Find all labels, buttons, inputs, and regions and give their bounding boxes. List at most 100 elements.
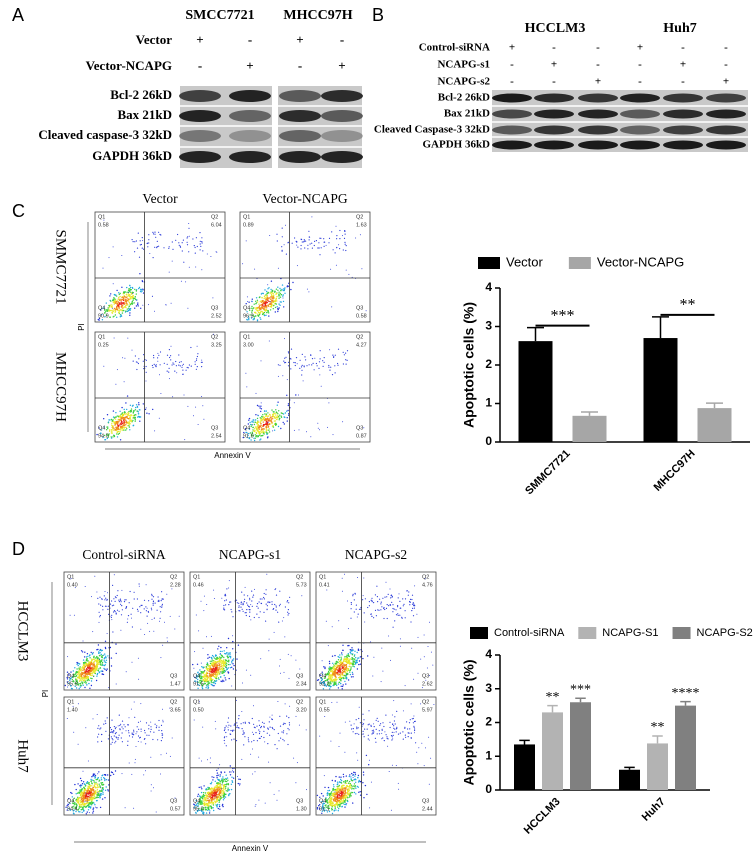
flow-event <box>370 641 371 642</box>
flow-event <box>412 604 413 605</box>
flow-event <box>80 686 81 687</box>
flow-event <box>331 674 332 675</box>
flow-event <box>146 413 147 414</box>
flow-event <box>260 426 261 427</box>
flow-event <box>127 415 128 416</box>
flow-event <box>100 795 101 796</box>
flow-event <box>127 300 128 301</box>
flow-event <box>98 780 99 781</box>
flow-event <box>213 777 214 778</box>
flow-event <box>214 681 215 682</box>
flow-event <box>116 290 117 291</box>
flow-event <box>102 673 103 674</box>
quadrant-name: Q1 <box>193 574 200 580</box>
flow-event <box>98 319 99 320</box>
flow-event <box>102 671 103 672</box>
flow-event <box>269 235 270 236</box>
flow-event <box>86 684 87 685</box>
flow-event <box>264 424 265 425</box>
flow-event <box>261 435 262 436</box>
flow-event <box>122 732 123 733</box>
flow-event <box>96 783 97 784</box>
flow-event <box>89 802 90 803</box>
flow-event <box>112 585 113 586</box>
flow-event <box>220 658 221 659</box>
flow-event <box>254 269 255 270</box>
flow-event <box>216 657 217 658</box>
flow-event <box>123 429 124 430</box>
flow-event <box>217 672 218 673</box>
flow-event <box>79 680 80 681</box>
flow-event <box>182 370 183 371</box>
flow-event <box>102 794 103 795</box>
flow-event <box>94 785 95 786</box>
flow-event <box>175 361 176 362</box>
flow-event <box>280 293 281 294</box>
flow-event <box>162 733 163 734</box>
flow-event <box>344 677 345 678</box>
flow-event <box>251 306 252 307</box>
flow-event <box>147 608 148 609</box>
flow-event <box>168 248 169 249</box>
flow-event <box>299 368 300 369</box>
flow-event <box>329 238 330 239</box>
flow-event <box>356 609 357 610</box>
flow-event <box>262 300 263 301</box>
flow-event <box>274 292 275 293</box>
flow-event <box>296 245 297 246</box>
condition-mark: - <box>552 42 556 54</box>
flow-event <box>219 667 220 668</box>
flow-event <box>151 729 152 730</box>
flow-event <box>387 618 388 619</box>
flow-event <box>333 664 334 665</box>
flow-event <box>326 245 327 246</box>
flow-event <box>116 613 117 614</box>
flow-event <box>104 599 105 600</box>
flow-event <box>276 289 277 290</box>
flow-event <box>221 655 222 656</box>
flow-event <box>277 415 278 416</box>
flow-event <box>269 414 270 415</box>
flow-event <box>264 308 265 309</box>
flow-event <box>132 293 133 294</box>
flow-event <box>287 379 288 380</box>
flow-event <box>341 652 342 653</box>
flow-event <box>80 683 81 684</box>
flow-event <box>322 360 323 361</box>
flow-event <box>201 366 202 367</box>
flow-event <box>346 655 347 656</box>
flow-event <box>352 654 353 655</box>
flow-event <box>112 308 113 309</box>
flow-event <box>254 428 255 429</box>
flow-event <box>257 405 258 406</box>
flow-event <box>162 709 163 710</box>
blot-band <box>492 94 532 103</box>
flow-event <box>123 307 124 308</box>
quadrant-percent: 2.34 <box>296 681 307 687</box>
flow-event <box>338 244 339 245</box>
flow-event <box>202 688 203 689</box>
flow-event <box>266 427 267 428</box>
flow-event <box>210 256 211 257</box>
flow-event <box>87 677 88 678</box>
flow-event <box>157 357 158 358</box>
flow-event <box>177 234 178 235</box>
flow-event <box>357 652 358 653</box>
flow-event <box>174 371 175 372</box>
flow-event <box>217 794 218 795</box>
flow-event <box>301 374 302 375</box>
flow-event <box>126 416 127 417</box>
flow-event <box>232 616 233 617</box>
flow-event <box>76 668 77 669</box>
flow-event <box>277 405 278 406</box>
flow-event <box>219 806 220 807</box>
flow-event <box>175 240 176 241</box>
flow-event <box>132 296 133 297</box>
flow-event <box>327 679 328 680</box>
flow-event <box>181 281 182 282</box>
flow-event <box>247 605 248 606</box>
flow-event <box>81 650 82 651</box>
flow-event <box>233 668 234 669</box>
flow-event <box>131 414 132 415</box>
flow-event <box>257 603 258 604</box>
